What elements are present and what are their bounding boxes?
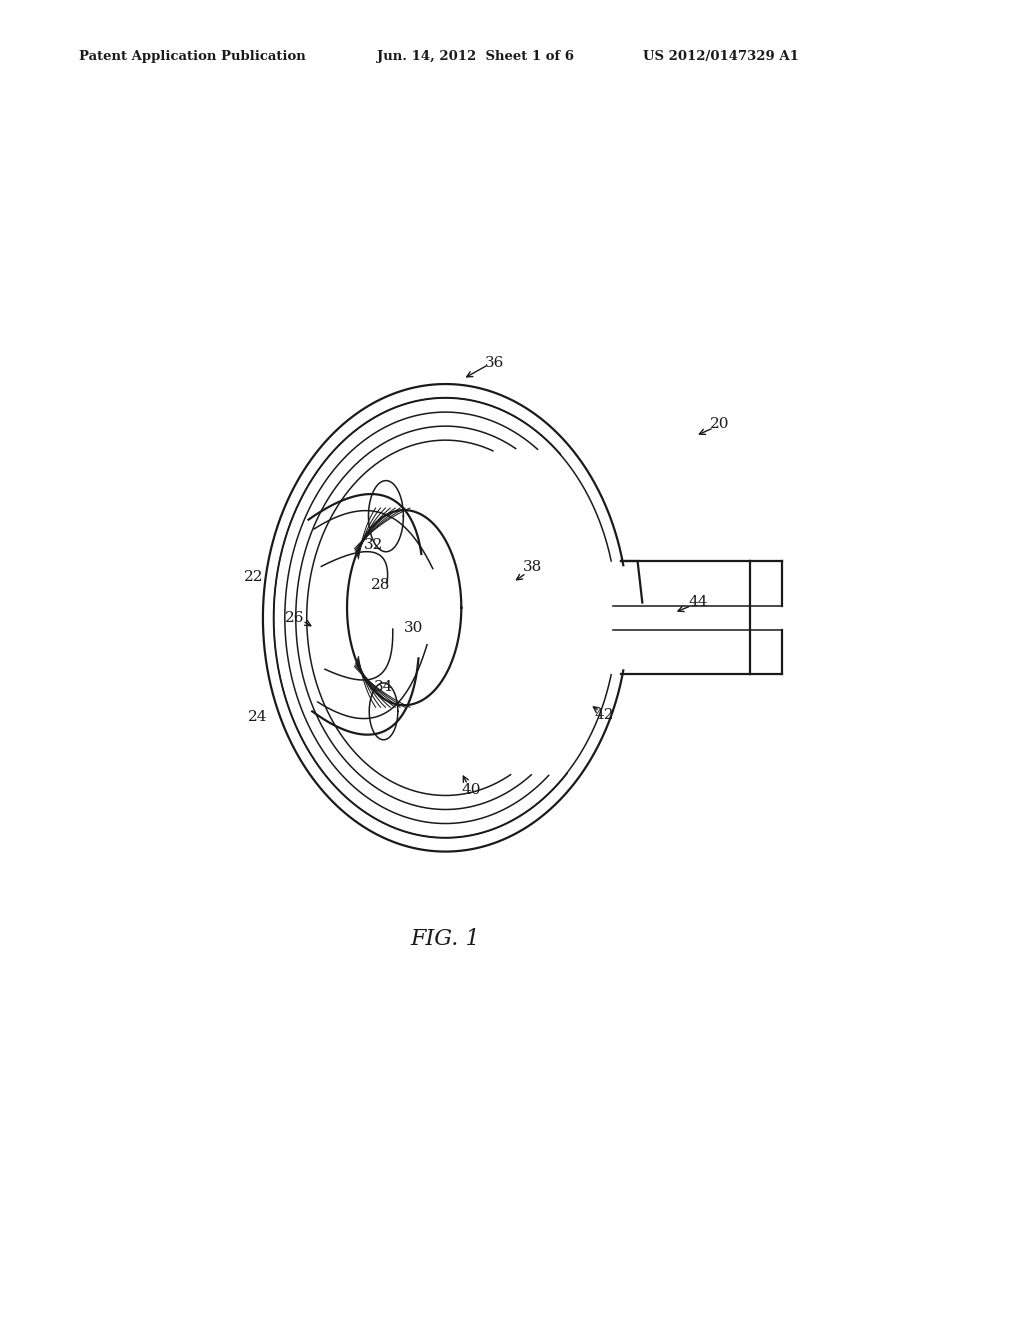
Text: 22: 22 (244, 570, 263, 585)
Text: FIG. 1: FIG. 1 (411, 928, 480, 950)
Text: 42: 42 (594, 709, 614, 722)
Text: 30: 30 (404, 620, 423, 635)
Text: 20: 20 (710, 417, 729, 430)
Text: 36: 36 (485, 355, 505, 370)
Text: 34: 34 (374, 680, 393, 694)
Text: US 2012/0147329 A1: US 2012/0147329 A1 (643, 50, 799, 63)
Text: 32: 32 (365, 537, 384, 552)
Text: 26: 26 (285, 611, 304, 624)
Text: 28: 28 (371, 578, 390, 593)
Text: 44: 44 (688, 594, 708, 609)
Text: Jun. 14, 2012  Sheet 1 of 6: Jun. 14, 2012 Sheet 1 of 6 (377, 50, 573, 63)
Text: 38: 38 (523, 560, 543, 574)
Text: 24: 24 (248, 710, 267, 725)
Text: Patent Application Publication: Patent Application Publication (79, 50, 305, 63)
Text: 40: 40 (462, 783, 481, 796)
